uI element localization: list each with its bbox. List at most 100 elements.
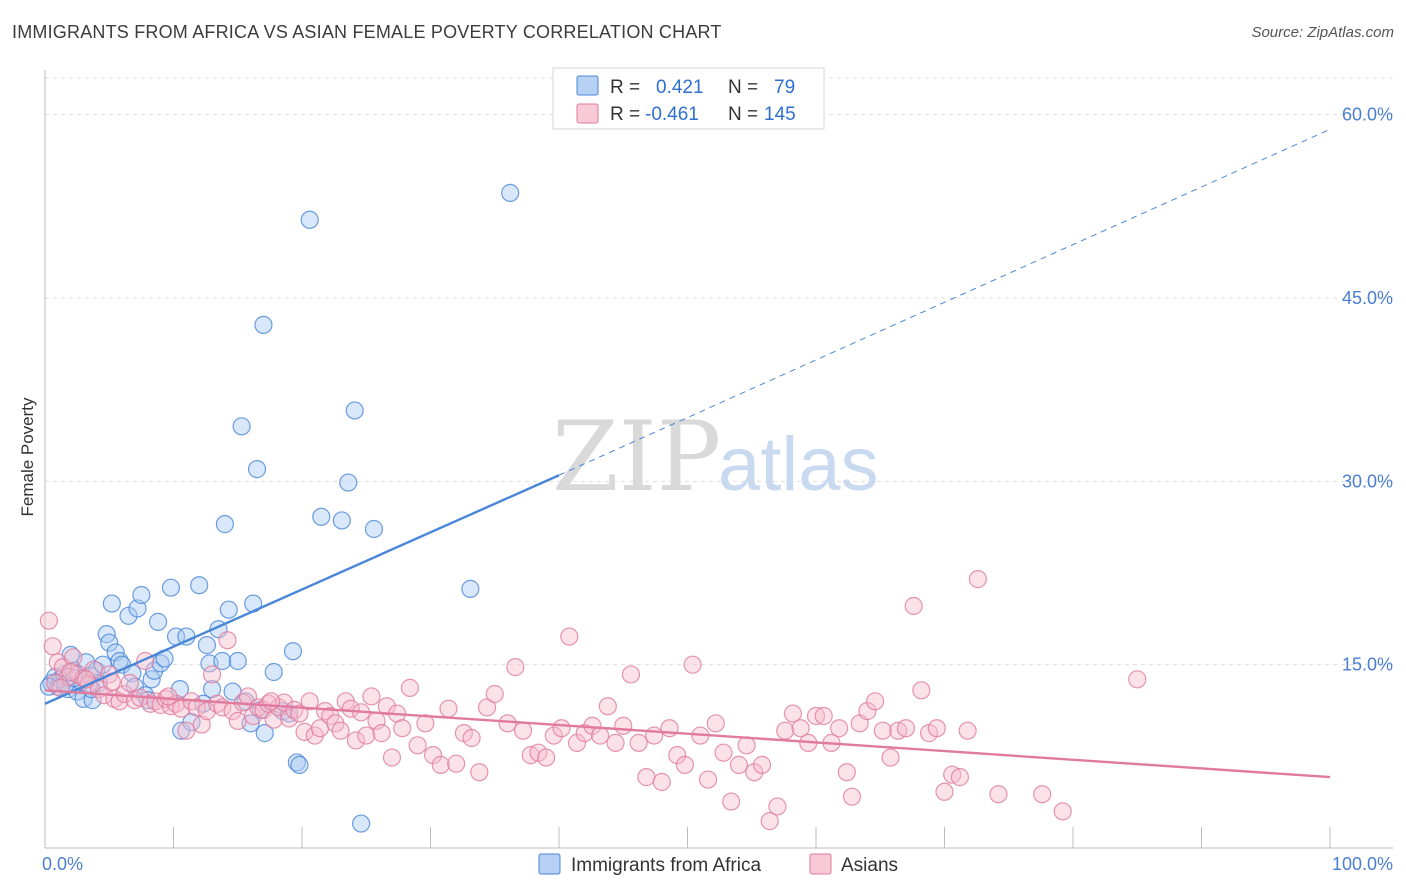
axes (44, 70, 1393, 849)
data-point (752, 755, 772, 774)
data-point (598, 697, 617, 716)
watermark-zip: ZIP (552, 401, 721, 513)
series-points-1 (39, 570, 1147, 831)
data-point (197, 636, 217, 655)
data-point (989, 785, 1008, 804)
data-point (290, 755, 309, 774)
data-point (485, 684, 504, 704)
data-point (683, 655, 702, 674)
y-tick-labels: 15.0% 30.0% 45.0% 60.0% (1342, 105, 1393, 675)
data-point (300, 692, 319, 711)
data-point (295, 722, 314, 741)
data-point (968, 570, 988, 589)
trend-line-1 (44, 689, 1331, 779)
data-point (745, 763, 764, 782)
data-point (722, 792, 741, 811)
data-point (290, 704, 309, 723)
data-point (316, 702, 335, 721)
trend-lines (44, 128, 1331, 779)
data-point (283, 642, 303, 661)
data-point (614, 716, 633, 735)
data-point (362, 687, 381, 706)
data-point (159, 687, 178, 706)
data-point (228, 711, 247, 730)
data-point (958, 721, 977, 740)
data-point (312, 507, 331, 526)
data-point (776, 721, 795, 740)
chart-title: IMMIGRANTS FROM AFRICA VS ASIAN FEMALE P… (12, 22, 722, 42)
data-point (660, 719, 679, 738)
data-point (537, 748, 556, 767)
data-point (806, 706, 826, 726)
data-point (254, 315, 273, 334)
data-point (501, 183, 520, 202)
data-point (197, 702, 217, 721)
data-point (470, 763, 489, 782)
data-point (364, 519, 384, 539)
x-tick-label-0: 0.0% (42, 854, 83, 874)
data-point (345, 401, 364, 420)
data-point (262, 692, 281, 711)
data-point (352, 814, 371, 833)
legend-r-value-asians: -0.461 (645, 104, 699, 125)
data-point (629, 733, 648, 752)
bottom-legend-label-asians: Asians (841, 855, 898, 876)
legend-n-label-africa: N = (728, 77, 758, 98)
data-point (287, 753, 306, 772)
data-point (339, 473, 358, 492)
trend-line-extension-0 (558, 128, 1331, 476)
data-point (912, 681, 931, 700)
data-point (768, 797, 787, 816)
data-point (760, 812, 779, 831)
data-point (341, 699, 360, 718)
data-point (439, 699, 458, 718)
data-point (357, 726, 376, 745)
data-point (714, 743, 733, 762)
data-point (447, 754, 466, 773)
data-point (120, 673, 139, 693)
bottom-legend-swatch-africa (538, 853, 561, 875)
legend: R = 0.421 N = 79 R = -0.461 N = 145 (552, 67, 825, 130)
x-tick-label-1: 100.0% (1332, 854, 1393, 874)
data-point (61, 662, 80, 682)
data-point (791, 719, 810, 738)
data-point (244, 706, 263, 726)
data-point (382, 748, 402, 767)
data-point (400, 678, 420, 697)
legend-n-label-asians: N = (728, 104, 758, 125)
watermark: ZIP atlas (552, 401, 879, 513)
data-point (228, 651, 247, 671)
data-point (423, 746, 443, 765)
data-point (935, 782, 954, 801)
data-point (544, 726, 563, 745)
legend-n-value-africa: 79 (774, 77, 795, 98)
data-point (215, 515, 234, 534)
data-point (866, 692, 885, 711)
data-point (393, 719, 412, 738)
data-point (506, 658, 525, 677)
legend-r-label-africa: R = (610, 77, 640, 98)
data-point (1033, 785, 1052, 804)
y-axis-label: Female Poverty (18, 397, 37, 517)
data-point (896, 719, 916, 738)
bottom-legend-swatch-asians (809, 853, 832, 875)
data-point (247, 460, 267, 479)
data-point (255, 724, 274, 743)
legend-r-label-asians: R = (610, 104, 640, 125)
data-points (39, 183, 1147, 833)
data-point (477, 698, 497, 717)
data-point (148, 612, 168, 631)
data-point (904, 596, 923, 616)
y-tick-label-0: 15.0% (1342, 655, 1393, 675)
data-point (461, 579, 480, 598)
data-point (814, 706, 833, 726)
legend-r-value-africa: 0.421 (656, 77, 704, 98)
data-point (331, 721, 350, 740)
data-point (43, 637, 62, 656)
data-point (842, 787, 862, 806)
data-point (218, 631, 237, 650)
data-point (280, 709, 299, 728)
data-point (575, 724, 594, 743)
data-point (128, 599, 147, 618)
